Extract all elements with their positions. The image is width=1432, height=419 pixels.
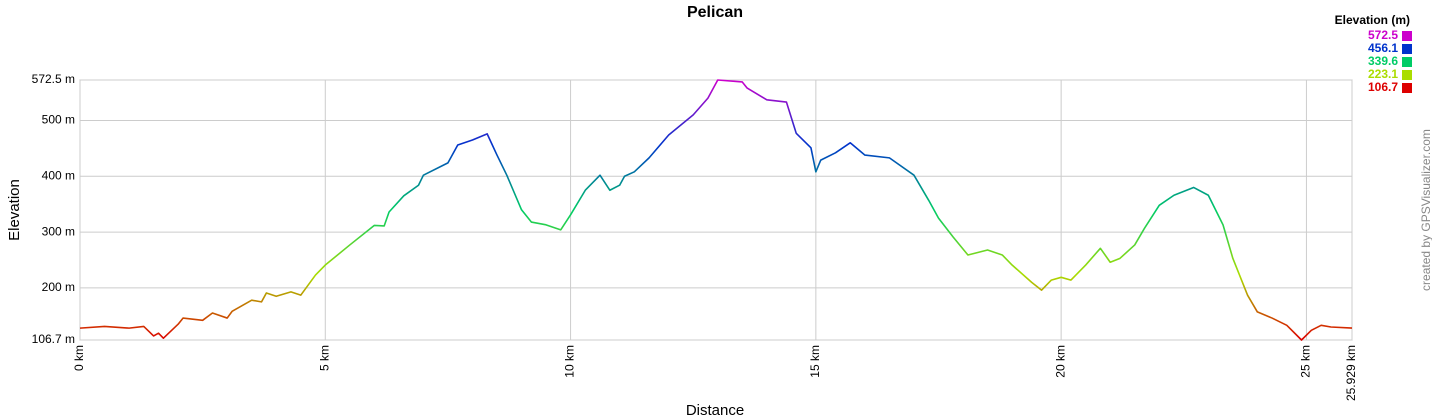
x-tick-label: 10 km: [563, 345, 577, 378]
x-tick-label: 20 km: [1053, 345, 1067, 378]
y-tick-label: 106.7 m: [32, 332, 75, 346]
legend-swatch: [1402, 57, 1412, 67]
legend-title: Elevation (m): [1335, 13, 1410, 27]
x-tick-label: 25 km: [1299, 345, 1313, 378]
legend-value: 572.5: [1368, 28, 1398, 42]
legend-value: 106.7: [1368, 80, 1398, 94]
legend-swatch: [1402, 70, 1412, 80]
legend-swatch: [1402, 83, 1412, 93]
legend-value: 223.1: [1368, 67, 1398, 81]
y-tick-label: 572.5 m: [32, 72, 75, 86]
y-axis-label: Elevation: [6, 179, 23, 241]
y-tick-label: 400 m: [42, 168, 75, 182]
x-tick-label: 0 km: [72, 345, 86, 371]
legend-value: 456.1: [1368, 41, 1398, 55]
x-tick-label: 15 km: [808, 345, 822, 378]
credit: created by GPSVisualizer.com: [1419, 129, 1432, 291]
legend-swatch: [1402, 31, 1412, 41]
x-tick-label: 5 km: [317, 345, 331, 371]
y-tick-label: 300 m: [42, 224, 75, 238]
x-axis-label: Distance: [686, 402, 744, 419]
y-tick-label: 200 m: [42, 280, 75, 294]
legend-value: 339.6: [1368, 54, 1398, 68]
y-tick-label: 500 m: [42, 113, 75, 127]
legend-swatch: [1402, 44, 1412, 54]
chart-title: Pelican: [687, 4, 743, 21]
elevation-line: [79, 79, 1353, 341]
plot-frame: [79, 79, 1353, 341]
x-tick-label: 25.929 km: [1344, 345, 1358, 401]
